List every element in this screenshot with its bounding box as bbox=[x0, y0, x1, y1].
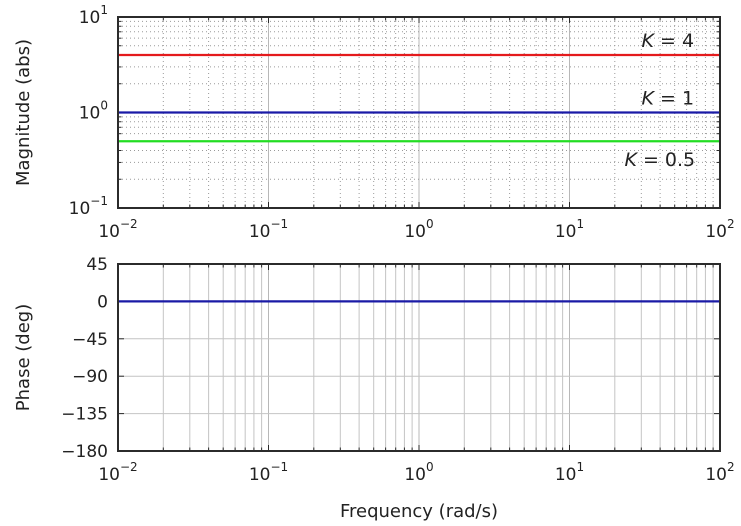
phase-y-tick-label: −180 bbox=[61, 442, 108, 462]
phase-x-tick-label: 10−1 bbox=[249, 460, 288, 485]
magnitude-series bbox=[118, 53, 720, 143]
phase-panel: 10−2 10−1 100 101 102 45 0 −45 −90 −135 −180 Phase… bbox=[13, 255, 735, 522]
frequency-x-axis-label: Frequency (rad/s) bbox=[340, 501, 498, 522]
magnitude-annotations: K = 4 K = 1 K = 0.5 bbox=[624, 30, 695, 171]
gain-annotation-2: K = 0.5 bbox=[624, 149, 695, 171]
phase-x-tick-label: 101 bbox=[555, 460, 584, 485]
gain-annotation-0: K = 4 bbox=[642, 30, 695, 52]
phase-y-axis-label: Phase (deg) bbox=[13, 304, 34, 411]
magnitude-y-tick-label: 10−1 bbox=[69, 194, 108, 219]
magnitude-x-tick-label: 101 bbox=[555, 217, 584, 242]
magnitude-grid bbox=[117, 17, 720, 209]
phase-x-tick-label: 10−2 bbox=[98, 460, 137, 485]
phase-ticks: 10−2 10−1 100 101 102 45 0 −45 −90 −135 −180 bbox=[61, 255, 734, 485]
magnitude-y-axis-label: Magnitude (abs) bbox=[13, 39, 34, 186]
phase-y-tick-label: −135 bbox=[61, 405, 108, 425]
magnitude-x-tick-label: 102 bbox=[705, 217, 734, 242]
gain-annotation-1: K = 1 bbox=[642, 88, 695, 110]
phase-y-tick-label: 0 bbox=[97, 292, 108, 312]
magnitude-x-tick-label: 100 bbox=[404, 217, 433, 242]
phase-x-tick-label: 100 bbox=[404, 460, 433, 485]
phase-x-tick-label: 102 bbox=[705, 460, 734, 485]
phase-y-tick-label: 45 bbox=[86, 255, 108, 275]
phase-y-tick-label: −45 bbox=[72, 330, 108, 350]
phase-axes-frame bbox=[117, 263, 721, 452]
magnitude-x-tick-label: 10−1 bbox=[249, 217, 288, 242]
phase-y-tick-label: −90 bbox=[72, 367, 108, 387]
magnitude-x-tick-label: 10−2 bbox=[98, 217, 137, 242]
phase-grid bbox=[117, 263, 720, 452]
magnitude-y-tick-label: 101 bbox=[79, 3, 108, 28]
magnitude-y-tick-label: 100 bbox=[79, 99, 108, 124]
magnitude-axes-frame bbox=[117, 16, 721, 209]
